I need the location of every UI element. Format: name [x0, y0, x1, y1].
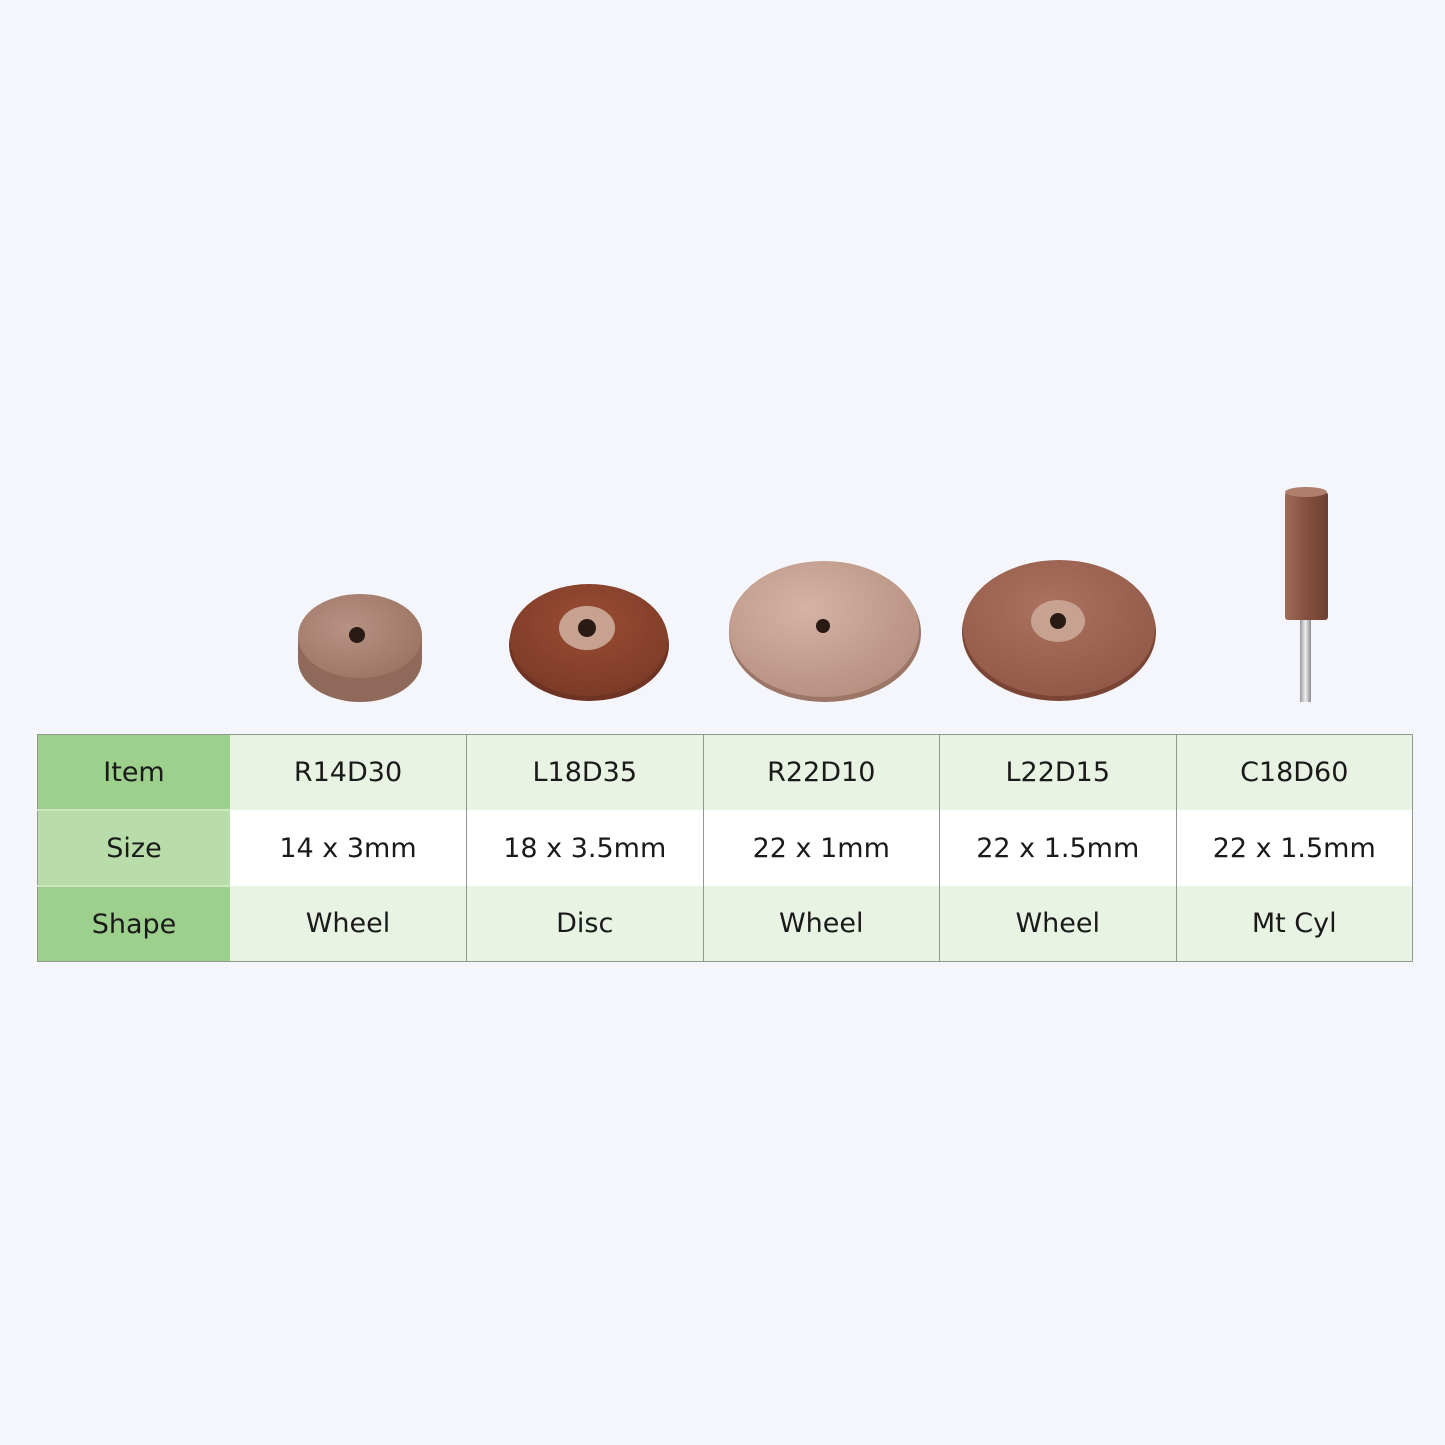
table-cell: 22 x 1mm — [702, 810, 940, 886]
product-spec-table: Item R14D30 L18D35 R22D10 L22D15 C18D60 … — [37, 734, 1413, 962]
table-cell: C18D60 — [1175, 734, 1413, 810]
table-cell: Disc — [466, 886, 703, 962]
table-cell: L18D35 — [466, 734, 703, 810]
row-label: Item — [37, 734, 230, 811]
table-cell: Mt Cyl — [1175, 886, 1413, 962]
table-cell: Wheel — [230, 886, 467, 962]
table-cell: R22D10 — [702, 734, 940, 810]
table-cell: 22 x 1.5mm — [1175, 810, 1413, 886]
table-cell: 22 x 1.5mm — [939, 810, 1176, 886]
table-row-size: Size 14 x 3mm 18 x 3.5mm 22 x 1mm 22 x 1… — [37, 810, 1413, 887]
row-label: Size — [37, 810, 230, 887]
product-image-r22d10 — [729, 561, 921, 702]
table-row-item: Item R14D30 L18D35 R22D10 L22D15 C18D60 — [37, 734, 1413, 811]
row-label: Shape — [37, 886, 230, 962]
product-image-l22d15 — [962, 560, 1156, 701]
product-image-c18d60 — [1285, 487, 1328, 702]
table-row-shape: Shape Wheel Disc Wheel Wheel Mt Cyl — [37, 886, 1413, 962]
product-image-r14d30 — [298, 594, 422, 702]
table-cell: L22D15 — [939, 734, 1176, 810]
product-image-l18d35 — [509, 584, 669, 701]
table-cell: 14 x 3mm — [230, 810, 467, 886]
table-cell: 18 x 3.5mm — [466, 810, 703, 886]
table-cell: Wheel — [702, 886, 940, 962]
table-cell: R14D30 — [230, 734, 467, 810]
table-cell: Wheel — [939, 886, 1176, 962]
product-images — [298, 487, 1328, 702]
